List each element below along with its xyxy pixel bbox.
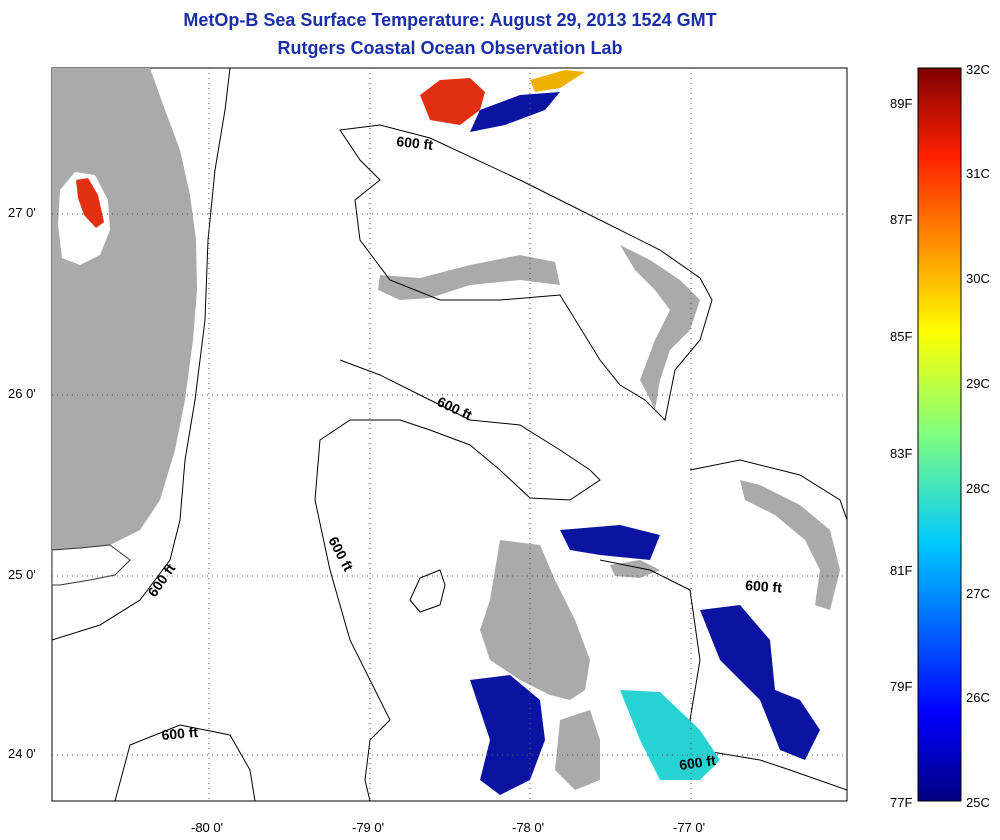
colorbar-fahrenheit-label: 77F <box>890 795 913 810</box>
colorbar-celsius-label: 30C <box>966 271 990 286</box>
sst-warm-patch-north2 <box>530 70 585 92</box>
map-subtitle: Rutgers Coastal Ocean Observation Lab <box>277 38 623 58</box>
colorbar-fahrenheit-label: 79F <box>890 679 913 694</box>
colorbar-celsius-label: 29C <box>966 376 990 391</box>
lon-label: -77 0' <box>673 820 706 835</box>
colorbar-celsius-label: 32C <box>966 62 990 77</box>
colorbar-fahrenheit-label: 83F <box>890 446 913 461</box>
eleuthera-island <box>740 480 840 610</box>
lon-label: -79 0' <box>352 820 385 835</box>
lat-label: 26 0' <box>8 386 36 401</box>
contour-label-1: 600 ft <box>396 133 434 153</box>
florida-keys <box>52 544 131 586</box>
sst-cool-patch-south <box>470 675 545 795</box>
andros-south <box>555 710 600 790</box>
contour-label-6: 600 ft <box>161 724 199 743</box>
sst-cool-patch-north <box>470 92 560 132</box>
lon-label: -80 0' <box>191 820 224 835</box>
colorbar-celsius-label: 26C <box>966 690 990 705</box>
graticule <box>52 68 847 801</box>
sst-warm-patch-north <box>420 78 485 125</box>
grand-bahama <box>378 255 560 300</box>
colorbar-fahrenheit-label: 89F <box>890 96 913 111</box>
sst-mid-patch-south <box>620 690 720 780</box>
lat-label: 27 0' <box>8 205 36 220</box>
andros-island <box>480 540 590 700</box>
lon-label: -78 0' <box>512 820 545 835</box>
colorbar <box>917 67 962 802</box>
colorbar-fahrenheit-label: 81F <box>890 563 913 578</box>
lat-label: 25 0' <box>8 567 36 582</box>
colorbar-celsius-label: 25C <box>966 795 990 810</box>
contour-label-7: 600 ft <box>678 752 717 773</box>
abaco-island <box>620 245 700 410</box>
sst-cool-patch-east <box>700 605 820 760</box>
colorbar-celsius-label: 31C <box>966 166 990 181</box>
colorbar-fahrenheit-label: 85F <box>890 329 913 344</box>
map-title: MetOp-B Sea Surface Temperature: August … <box>183 10 717 30</box>
colorbar-celsius-label: 27C <box>966 586 990 601</box>
colorbar-fahrenheit-label: 87F <box>890 212 913 227</box>
sst-cool-patch-exuma <box>560 525 660 560</box>
colorbar-celsius-label: 28C <box>966 481 990 496</box>
lake-warm-patch <box>76 178 104 228</box>
lat-label: 24 0' <box>8 746 36 761</box>
depth-contours <box>52 68 847 801</box>
contour-label-5: 600 ft <box>745 577 783 596</box>
